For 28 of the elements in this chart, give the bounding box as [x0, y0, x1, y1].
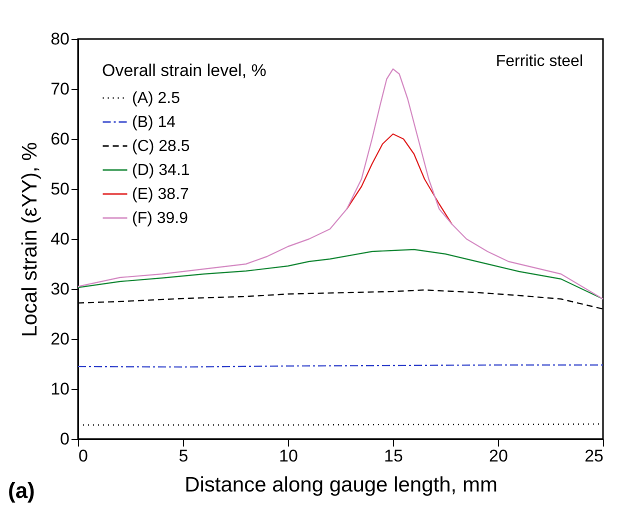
x-tick-label: 25	[584, 446, 604, 466]
y-tick-label: 10	[50, 380, 70, 398]
legend-title: Overall strain level, %	[102, 61, 266, 80]
text: (a)	[8, 478, 35, 503]
x-tick-label: 20	[489, 446, 508, 466]
y-tick-label: 50	[50, 180, 70, 198]
x-axis-title: Distance along gauge length, mm	[184, 474, 498, 496]
y-tick-label: 30	[50, 280, 70, 298]
y-tick-label: 60	[50, 130, 70, 148]
legend-label: (F) 39.9	[132, 210, 188, 227]
legend-label: (E) 38.7	[132, 186, 190, 203]
legend-label: (B) 14	[132, 114, 176, 131]
line-series	[346, 133, 452, 225]
x-tick-label: 5	[178, 446, 188, 466]
legend-label: (A) 2.5	[132, 90, 180, 107]
x-tick-label: 15	[384, 446, 403, 466]
y-tick-label: 40	[50, 230, 70, 248]
y-axis-title: Local strain (εYY), %	[18, 142, 42, 337]
line-series	[77, 248, 604, 300]
legend-label: (D) 34.1	[132, 162, 190, 179]
annotation: Ferritic steel	[496, 53, 583, 70]
y-tick-label: 0	[60, 430, 70, 448]
y-tick-label: 20	[50, 330, 70, 348]
y-tick-label: 80	[50, 30, 70, 48]
x-tick-label: 10	[279, 446, 298, 466]
x-tick-label: 0	[78, 446, 88, 466]
y-tick-label: 70	[50, 80, 70, 98]
legend-label: (C) 28.5	[132, 138, 190, 155]
